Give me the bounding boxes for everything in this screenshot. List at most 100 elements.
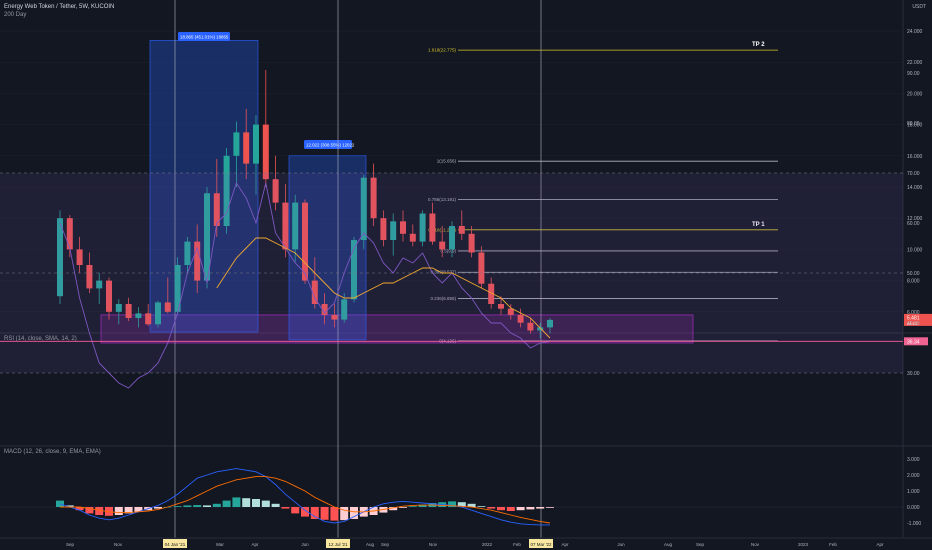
macd-histogram-bar (516, 507, 525, 511)
candle-body (419, 213, 426, 242)
candle-body (96, 280, 103, 289)
rsi-tick-label: 30.00 (907, 371, 920, 377)
price-tick-label: 18.000 (907, 123, 923, 129)
candle-body (341, 299, 348, 320)
candle-body (370, 177, 377, 219)
ma-indicator-label[interactable]: 200 Day (4, 12, 27, 18)
fib-level-label: 1(15.656) (437, 159, 457, 164)
macd-histogram-bar (477, 506, 486, 507)
candle-body (311, 280, 318, 304)
macd-line (59, 468, 550, 526)
candle-body (498, 304, 504, 309)
price-tick-label: 12.000 (907, 216, 923, 222)
candle-body (302, 202, 308, 281)
macd-histogram-bar (448, 501, 456, 507)
macd-histogram-bar (301, 507, 309, 517)
time-axis-label: Jun (301, 542, 309, 547)
time-axis-label: Mar (216, 542, 224, 547)
macd-histogram-bar (173, 506, 182, 507)
time-axis-label: 04 Jan '21 (165, 542, 186, 547)
rsi-current-label: 36.34 (907, 339, 920, 345)
macd-histogram-bar (506, 507, 515, 511)
candle-body (243, 132, 250, 164)
macd-histogram-bar (546, 507, 554, 508)
macd-histogram-bar (154, 507, 162, 509)
candle-body (184, 241, 191, 265)
tp1-label: TP 1 (752, 222, 765, 228)
macd-histogram-bar (261, 500, 270, 507)
price-tick-label: 22.000 (907, 60, 923, 66)
rsi-tick-label: 50.00 (907, 271, 920, 277)
candle-body (390, 221, 397, 241)
rsi-label[interactable]: RSI (14, close, SMA, 14, 2) (4, 336, 77, 342)
time-axis-label: Sep (381, 542, 390, 547)
time-axis-label: Apr (561, 542, 569, 547)
candle-body (527, 322, 534, 331)
candle-body (478, 252, 485, 284)
macd-histogram-bar (212, 503, 221, 507)
time-axis-label: Nov (751, 542, 760, 547)
macd-label[interactable]: MACD (12, 26, close, 9, EMA, EMA) (4, 449, 101, 455)
fib-level-label: 0.382(8.537) (430, 270, 456, 275)
macd-histogram-bar (291, 507, 300, 514)
candle-body (66, 218, 73, 250)
candle-body (468, 233, 475, 253)
rsi-line (59, 181, 551, 389)
candle-body (155, 302, 161, 325)
range-label: 18.865 (451.01%) 18865 (180, 35, 229, 40)
candle-body (115, 304, 122, 312)
rsi-ma-line (216, 237, 551, 339)
countdown-label: 84:13 (907, 321, 918, 326)
rsi-tick-label: 40.00 (907, 321, 920, 327)
candle-body (174, 265, 181, 312)
candle-body (86, 265, 93, 289)
macd-tick-label: 3.000 (907, 457, 920, 463)
candle-body (262, 124, 269, 180)
support-zone (100, 314, 694, 344)
price-tick-label: 6.000 (907, 310, 920, 316)
candle-body (272, 179, 279, 203)
macd-histogram-bar (114, 507, 123, 515)
last-price-bg (904, 313, 932, 326)
price-tick-label: 10.000 (907, 247, 923, 253)
macd-histogram-bar (134, 507, 143, 512)
fib-level-label: 1.618(22.775) (428, 48, 457, 53)
candle-body (351, 240, 357, 300)
macd-histogram-bar (467, 503, 476, 507)
macd-histogram-bar (271, 503, 280, 507)
candle-body (380, 218, 387, 241)
macd-histogram-bar (85, 507, 94, 514)
last-price-label: 5.481 (907, 315, 920, 321)
macd-histogram-bar (124, 507, 133, 514)
price-tick-label: 16.000 (907, 154, 923, 160)
macd-histogram-bar (399, 507, 407, 508)
time-axis-label: Aug (664, 542, 673, 547)
candle-body (213, 193, 220, 226)
candle-body (233, 132, 240, 156)
macd-histogram-bar (408, 506, 417, 507)
macd-tick-label: 1.000 (907, 489, 920, 495)
candle-body (537, 327, 544, 331)
time-axis-label: Aug (366, 542, 375, 547)
time-axis-label: Nov (429, 542, 438, 547)
time-axis-label: 2022 (482, 542, 493, 547)
candle-body (253, 124, 259, 164)
candle-body (360, 177, 367, 241)
candle-body (488, 283, 495, 304)
time-axis-label: Sep (66, 542, 75, 547)
candle-body (321, 304, 328, 315)
time-axis-label: Apr (876, 542, 884, 547)
candle-body (429, 213, 436, 242)
macd-histogram-bar (320, 507, 329, 520)
macd-histogram-bar (65, 505, 74, 507)
macd-histogram-bar (252, 499, 260, 507)
symbol-title: Energy Web Token / Tether, 5W, KUCOIN (4, 4, 115, 10)
macd-histogram-bar (497, 507, 505, 511)
time-axis-label: Apr (251, 542, 259, 547)
fib-level-label: 0(4.136) (439, 338, 456, 343)
candle-body (125, 304, 132, 319)
price-tick-label: 20.000 (907, 91, 923, 97)
macd-histogram-bar (203, 505, 211, 507)
macd-histogram-bar (95, 507, 104, 515)
